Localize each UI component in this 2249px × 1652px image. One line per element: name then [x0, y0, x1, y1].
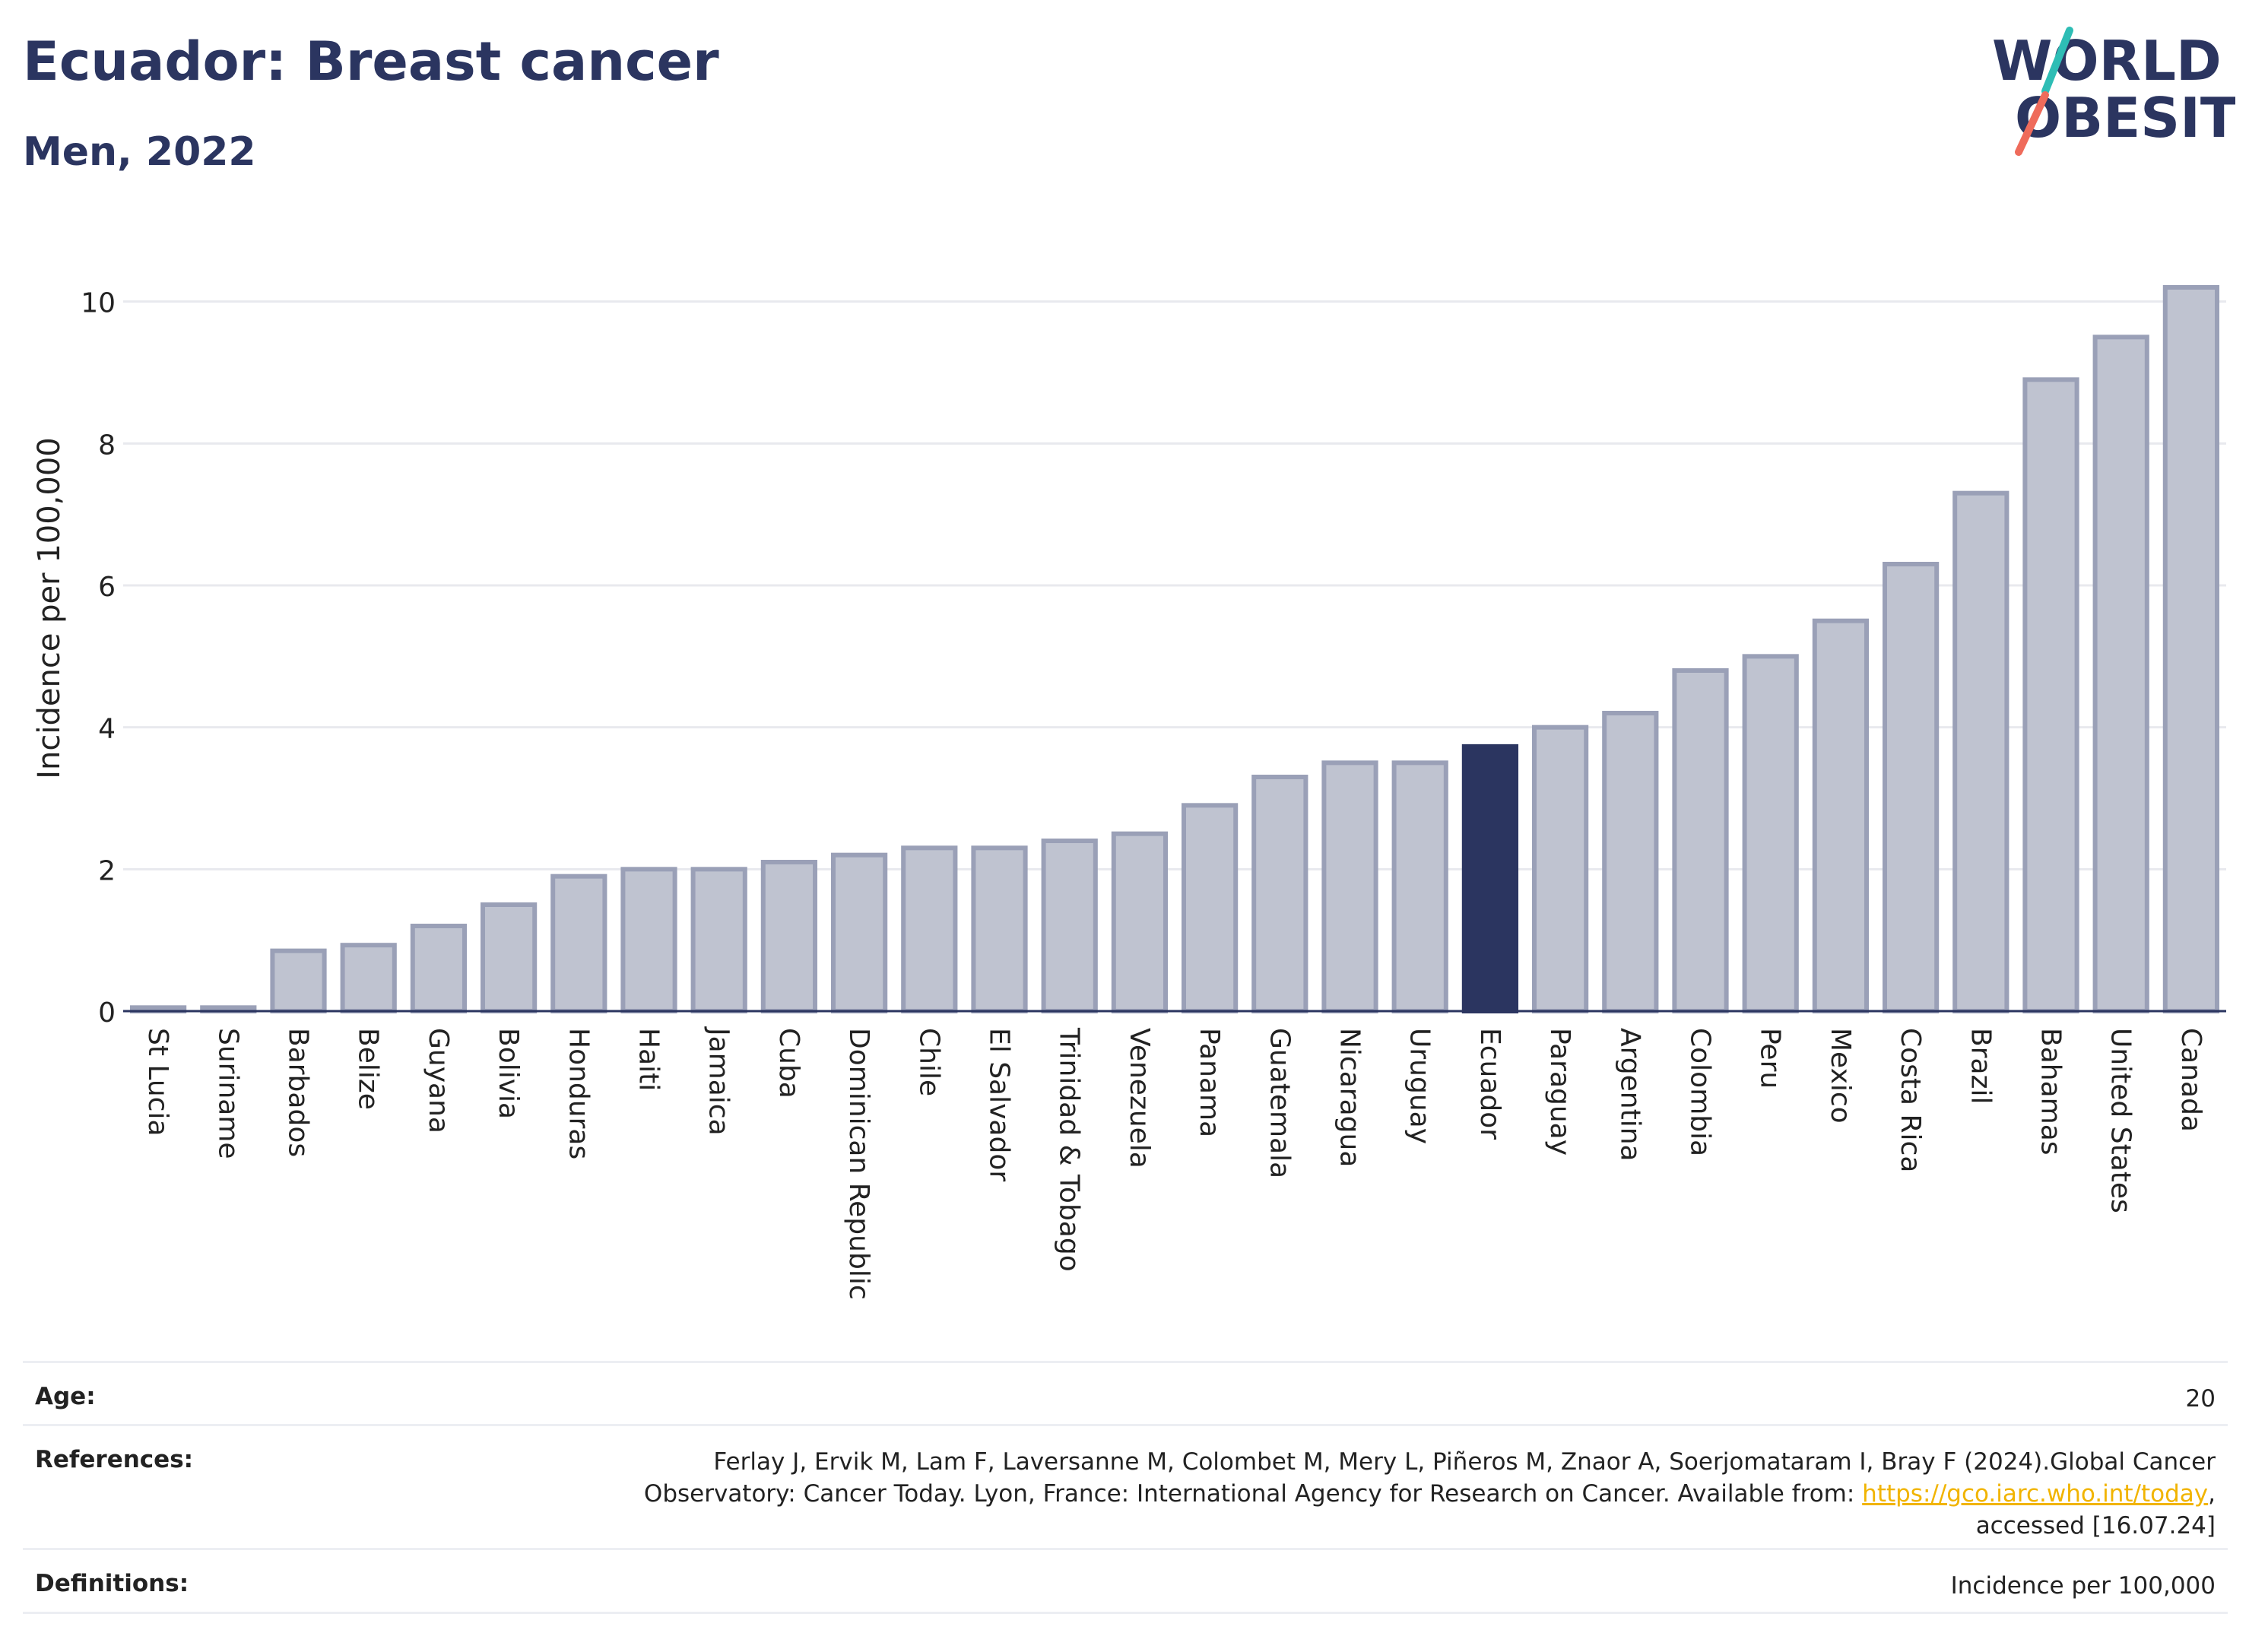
bar-ecuador	[1461, 744, 1519, 1013]
definitions-value: Incidence per 100,000	[1950, 1572, 2216, 1600]
bar-trinidad-tobago	[1041, 839, 1098, 1013]
x-tick-label: Haiti	[633, 1028, 665, 1091]
x-tick-label: Canada	[2175, 1028, 2206, 1132]
x-tick-label: United States	[2105, 1028, 2136, 1213]
bar-panama	[1181, 803, 1239, 1014]
x-tick-label: Jamaica	[703, 1026, 734, 1136]
x-tick-label: Costa Rica	[1895, 1028, 1926, 1172]
x-tick-label: Venezuela	[1124, 1028, 1155, 1168]
x-tick-label: Suriname	[212, 1028, 243, 1159]
logo-line2: OBESITY	[2015, 86, 2235, 150]
bar-bolivia	[480, 902, 538, 1013]
x-tick-label: St Lucia	[142, 1028, 173, 1137]
bar-venezuela	[1111, 831, 1169, 1013]
bar-chart: 0 2 4 6 8 10 St Lucia Suriname Barbados Belize Gu…	[32, 285, 2226, 1300]
bar-guyana	[410, 924, 468, 1013]
bar-argentina	[1602, 711, 1659, 1013]
x-tick-label: Ecuador	[1474, 1028, 1505, 1140]
x-tick-label: Nicaragua	[1334, 1028, 1366, 1167]
bar-dominican-republic	[830, 852, 888, 1013]
age-row: Age: 20	[23, 1361, 2228, 1424]
logo-line1: WORLD	[1992, 29, 2222, 93]
bar-peru	[1742, 654, 1799, 1013]
x-tick-label: Trinidad & Tobago	[1054, 1027, 1085, 1272]
y-axis-label: Incidence per 100,000	[32, 437, 67, 779]
bar-brazil	[1952, 490, 2010, 1013]
bar-nicaragua	[1321, 760, 1378, 1013]
x-tick-label: Chile	[913, 1028, 944, 1096]
references-value: Ferlay J, Ervik M, Lam F, Laversanne M, …	[644, 1446, 2216, 1542]
definitions-label: Definitions:	[35, 1570, 189, 1597]
x-tick-label: Colombia	[1685, 1028, 1716, 1156]
x-tick-label: Guyana	[423, 1028, 454, 1134]
y-tick-label: 0	[98, 997, 116, 1029]
definitions-row: Definitions: Incidence per 100,000	[23, 1548, 2228, 1614]
x-tick-label: Peru	[1755, 1028, 1786, 1089]
bar-canada	[2162, 285, 2220, 1013]
bar-haiti	[620, 867, 677, 1014]
y-tick-label: 10	[81, 288, 116, 319]
x-tick-label: Paraguay	[1544, 1028, 1575, 1156]
bar-barbados	[270, 948, 327, 1013]
references-row: References: Ferlay J, Ervik M, Lam F, La…	[23, 1424, 2228, 1548]
bar-jamaica	[690, 867, 747, 1014]
x-tick-label: El Salvador	[984, 1028, 1015, 1181]
logo-slash-teal	[2041, 27, 2073, 95]
x-tick-label: Belize	[353, 1028, 384, 1110]
x-axis-ticks: St Lucia Suriname Barbados Belize Guyana Boli…	[123, 1010, 2226, 1300]
bar-honduras	[550, 874, 607, 1013]
chart-title: Ecuador: Breast cancer	[23, 30, 719, 93]
x-tick-label: Panama	[1194, 1028, 1225, 1137]
bar-el-salvador	[971, 845, 1028, 1014]
x-tick-label: Argentina	[1614, 1028, 1645, 1162]
world-obesity-logo: WORLD OBESITY	[1992, 27, 2235, 156]
bar-mexico	[1812, 618, 1870, 1013]
logo-slash-red	[2015, 91, 2049, 156]
y-tick-label: 8	[98, 430, 116, 461]
x-tick-label: Mexico	[1825, 1028, 1856, 1124]
x-tick-label: Uruguay	[1404, 1028, 1435, 1144]
x-tick-label: Barbados	[283, 1028, 314, 1157]
bar-cuba	[760, 860, 818, 1013]
gridlines	[123, 300, 2226, 870]
x-tick-label: Dominican Republic	[843, 1028, 874, 1300]
bar-united-states	[2092, 335, 2149, 1014]
bar-uruguay	[1391, 760, 1448, 1013]
age-value: 20	[2185, 1385, 2216, 1413]
info-bottom-divider	[23, 1612, 2228, 1614]
y-tick-label: 2	[98, 855, 116, 886]
references-link[interactable]: https://gco.iarc.who.int/today	[1862, 1480, 2209, 1508]
x-tick-label: Bolivia	[493, 1028, 524, 1119]
references-label: References:	[35, 1446, 194, 1473]
bar-colombia	[1672, 668, 1729, 1013]
x-tick-label: Brazil	[1965, 1028, 1996, 1104]
bar-belize	[340, 943, 397, 1013]
chart-subtitle: Men, 2022	[23, 129, 256, 175]
bar-costa-rica	[1882, 562, 1940, 1013]
x-tick-label: Honduras	[563, 1028, 594, 1159]
y-tick-label: 6	[98, 572, 116, 603]
y-tick-label: 4	[98, 714, 116, 745]
x-tick-label: Bahamas	[2035, 1028, 2067, 1156]
references-line2: Observatory: Cancer Today. Lyon, France:…	[644, 1478, 2216, 1510]
bar-paraguay	[1531, 725, 1589, 1014]
age-label: Age:	[35, 1383, 96, 1410]
references-line2-text: Observatory: Cancer Today. Lyon, France:…	[643, 1480, 1863, 1508]
bar-guatemala	[1251, 775, 1308, 1013]
references-line3: accessed [16.07.24]	[1975, 1512, 2216, 1539]
references-line2-end: ,	[2208, 1480, 2216, 1508]
bar-bahamas	[2022, 377, 2079, 1014]
bar-chile	[901, 845, 958, 1014]
y-axis-ticks: 0 2 4 6 8 10	[81, 288, 116, 1029]
bars	[129, 285, 2220, 1014]
x-tick-label: Guatemala	[1264, 1028, 1295, 1178]
x-tick-label: Cuba	[773, 1028, 804, 1099]
references-line1: Ferlay J, Ervik M, Lam F, Laversanne M, …	[713, 1448, 2216, 1476]
